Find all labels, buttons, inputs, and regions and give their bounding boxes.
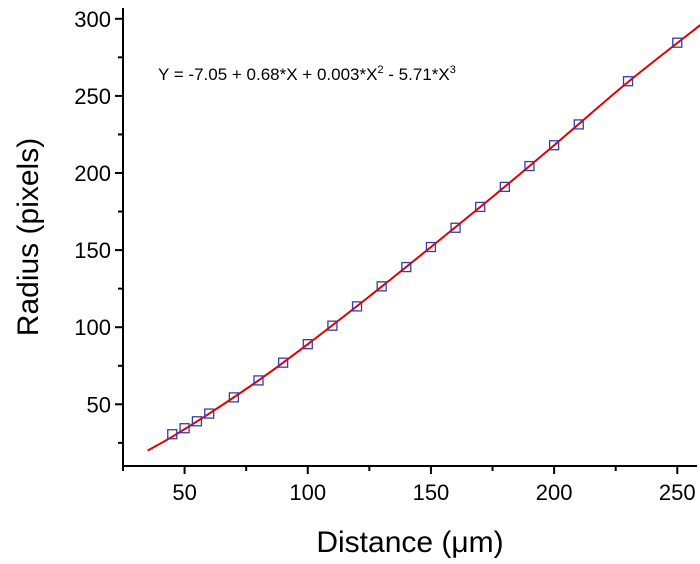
data-point bbox=[228, 392, 240, 403]
data-point bbox=[376, 281, 387, 292]
data-point bbox=[302, 339, 313, 350]
data-point bbox=[475, 201, 486, 213]
data-point bbox=[253, 375, 264, 386]
y-tick-label: 300 bbox=[74, 7, 111, 32]
data-point bbox=[204, 408, 215, 419]
data-point bbox=[327, 320, 338, 331]
data-point bbox=[179, 423, 190, 434]
data-point bbox=[401, 261, 412, 273]
data-point bbox=[672, 37, 683, 48]
data-point bbox=[277, 357, 289, 368]
y-axis-title: Radius (pixels) bbox=[12, 138, 45, 336]
fit-equation: Y = -7.05 + 0.68*X + 0.003*X2 - 5.71*X3 bbox=[158, 64, 456, 84]
data-point bbox=[573, 119, 584, 130]
data-point bbox=[191, 416, 203, 427]
data-point bbox=[622, 76, 634, 87]
data-point bbox=[548, 140, 560, 151]
x-tick-label: 250 bbox=[659, 480, 696, 505]
y-tick-label: 100 bbox=[74, 315, 111, 340]
data-point bbox=[499, 181, 510, 193]
axes: 50 100 150 200 250 50 100 150 200 250 300 bbox=[74, 7, 697, 505]
data-point bbox=[450, 222, 461, 233]
data-point bbox=[524, 160, 535, 172]
y-tick-label: 250 bbox=[74, 84, 111, 109]
data-point bbox=[425, 241, 437, 253]
y-tick-label: 200 bbox=[74, 161, 111, 186]
marks bbox=[147, 24, 700, 452]
x-tick-label: 50 bbox=[172, 480, 196, 505]
data-point bbox=[351, 301, 363, 312]
fit-line bbox=[147, 24, 700, 452]
y-tick-label: 150 bbox=[74, 238, 111, 263]
y-tick-label: 50 bbox=[87, 392, 111, 417]
x-tick-label: 100 bbox=[289, 480, 326, 505]
data-point bbox=[167, 429, 178, 440]
x-tick-label: 150 bbox=[413, 480, 450, 505]
x-tick-label: 200 bbox=[536, 480, 573, 505]
x-axis-title: Distance (μm) bbox=[316, 526, 503, 559]
